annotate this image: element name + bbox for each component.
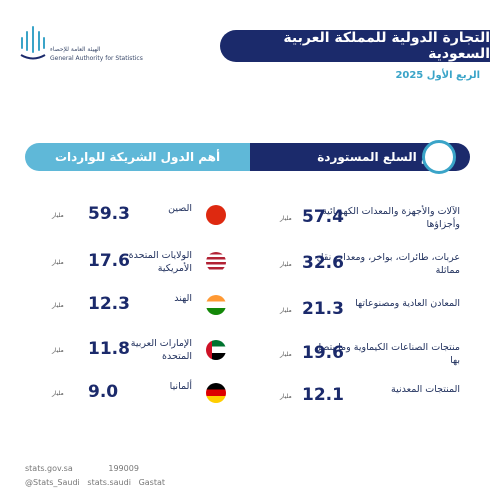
unit: مليار xyxy=(280,351,292,358)
goods-name: المنتجات المعدنية xyxy=(391,384,460,395)
country-value: 11.8 xyxy=(88,339,130,359)
goods-value: 21.3 xyxy=(302,299,344,319)
footer: stats.gov.sa 199009 @Stats_Saudi stats.s… xyxy=(25,462,165,490)
country-name: ألمانيا xyxy=(169,381,192,392)
unit: مليار xyxy=(280,307,292,314)
flag xyxy=(206,295,226,315)
flag xyxy=(206,252,226,272)
flag xyxy=(206,340,226,360)
logo xyxy=(20,26,46,60)
unit: مليار xyxy=(52,347,64,354)
flag xyxy=(206,383,226,403)
goods-name: منتجات الصناعات الكيماوية وما يتصل بها xyxy=(314,342,460,366)
goods-name: الآلات والأجهزة والمعدات الكهربائية وأجز… xyxy=(322,206,460,230)
website: stats.gov.sa xyxy=(25,464,73,473)
goods-icon xyxy=(422,140,456,174)
phone: 199009 xyxy=(108,464,139,473)
countries-title: أهم الدول الشريكة للواردات xyxy=(25,143,250,171)
unit: مليار xyxy=(52,259,64,266)
unit: مليار xyxy=(52,212,64,219)
subtitle: الربع الأول 2025 xyxy=(395,70,480,81)
goods-value: 57.4 xyxy=(302,207,344,227)
org: الهيئة العامة للإحصاء General Authority … xyxy=(50,45,143,63)
unit: مليار xyxy=(280,215,292,222)
unit: مليار xyxy=(52,390,64,397)
handle: Gastat xyxy=(138,478,166,487)
goods-name: المعادن العادية ومصنوعاتها xyxy=(355,298,460,309)
flag xyxy=(206,205,226,225)
goods-value: 32.6 xyxy=(302,253,344,273)
twitter: @Stats_Saudi xyxy=(25,478,80,487)
goods-value: 12.1 xyxy=(302,385,344,405)
unit: مليار xyxy=(280,393,292,400)
country-value: 59.3 xyxy=(88,204,130,224)
org-ar: الهيئة العامة للإحصاء xyxy=(50,46,101,53)
country-name: الإمارات العربية المتحدة xyxy=(130,338,192,362)
social: stats.saudi xyxy=(87,478,131,487)
title: التجارة الدولية للمملكة العربية السعودية xyxy=(220,30,490,62)
country-value: 12.3 xyxy=(88,294,130,314)
country-value: 9.0 xyxy=(88,382,119,402)
unit: مليار xyxy=(280,261,292,268)
country-name: الصين xyxy=(168,203,192,214)
goods-value: 19.6 xyxy=(302,343,344,363)
unit: مليار xyxy=(52,302,64,309)
goods-name: عربات، طائرات، بواخر، ومعدات نقل مماثلة xyxy=(316,252,460,276)
country-name: الولايات المتحدة الأمريكية xyxy=(128,250,192,274)
country-name: الهند xyxy=(174,293,192,304)
org-en: General Authority for Statistics xyxy=(50,55,143,62)
country-value: 17.6 xyxy=(88,251,130,271)
